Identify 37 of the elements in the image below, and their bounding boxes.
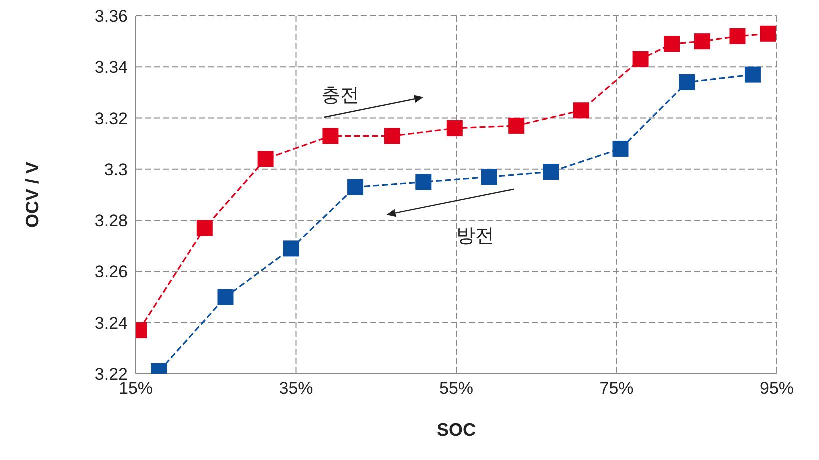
y-tick-label: 3.32 [94,109,128,128]
point [760,26,776,42]
y-tick-label: 3.3 [104,160,128,180]
point [348,179,364,196]
x-tick-label: 75% [600,379,634,398]
point [730,28,746,44]
point [573,102,590,119]
y-tick-label: 3.28 [94,212,128,231]
text: 방전 [456,226,495,248]
y-axis-title: OCV / V [22,162,42,228]
point [384,128,400,144]
point [258,151,274,168]
point [446,120,463,137]
y-tick-label: 3.26 [94,262,128,282]
point [481,169,498,186]
point [283,240,300,257]
y-tick-label: 3.24 [94,314,128,333]
y-tick-label: 3.36 [94,7,128,26]
x-tick-label: 95% [760,379,794,398]
x-tick-label: 35% [279,379,314,398]
point [632,51,649,68]
y-tick-label: 3.34 [94,58,128,78]
point [744,66,761,83]
point [543,164,560,180]
point [694,34,710,50]
x-tick-label: 15% [118,379,154,398]
point [612,140,629,157]
point [218,289,234,306]
point [508,118,525,134]
point [322,128,339,144]
point [416,174,432,190]
x-axis-title: SOC [436,420,476,440]
x-tick-label: 55% [439,379,474,398]
point [196,220,213,236]
point [679,74,696,90]
point [664,36,680,52]
series-label: 충전 [321,86,360,107]
